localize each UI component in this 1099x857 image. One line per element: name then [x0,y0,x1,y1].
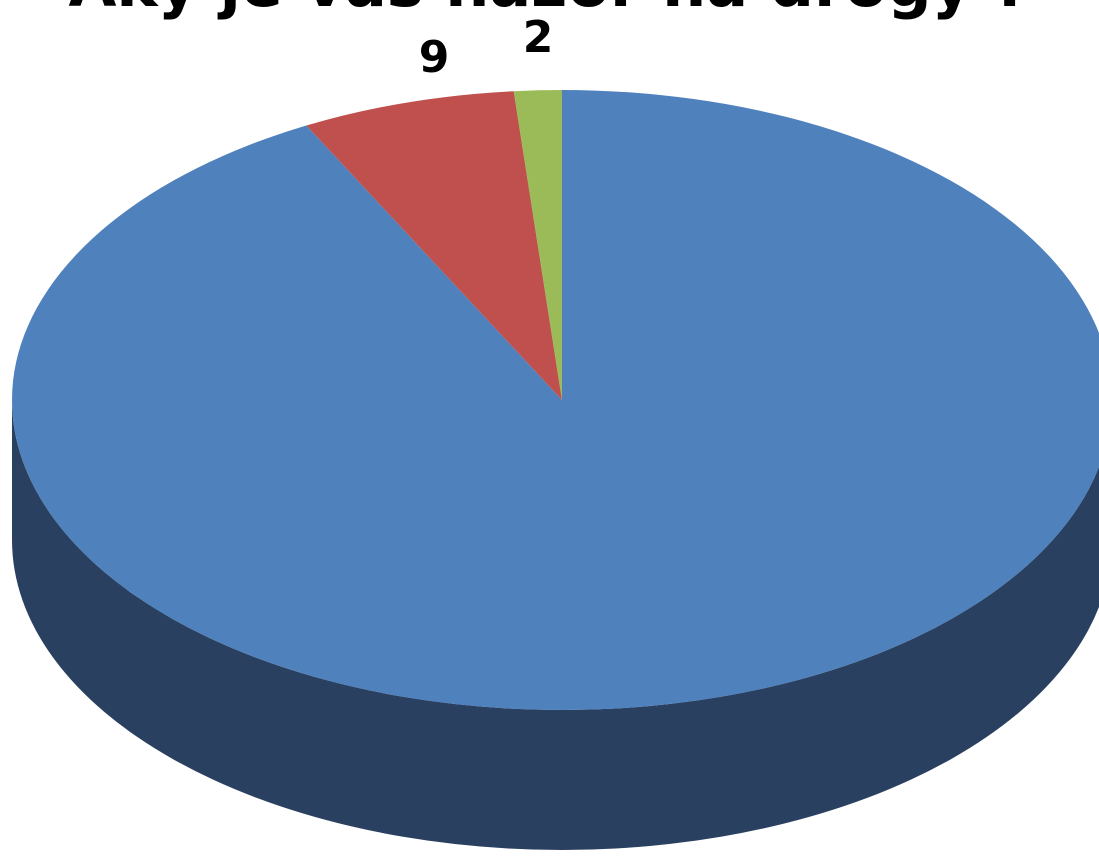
data-label-1: 9 [419,32,450,83]
data-label-2: 2 [523,12,554,63]
pie-top-slices [12,90,1099,710]
